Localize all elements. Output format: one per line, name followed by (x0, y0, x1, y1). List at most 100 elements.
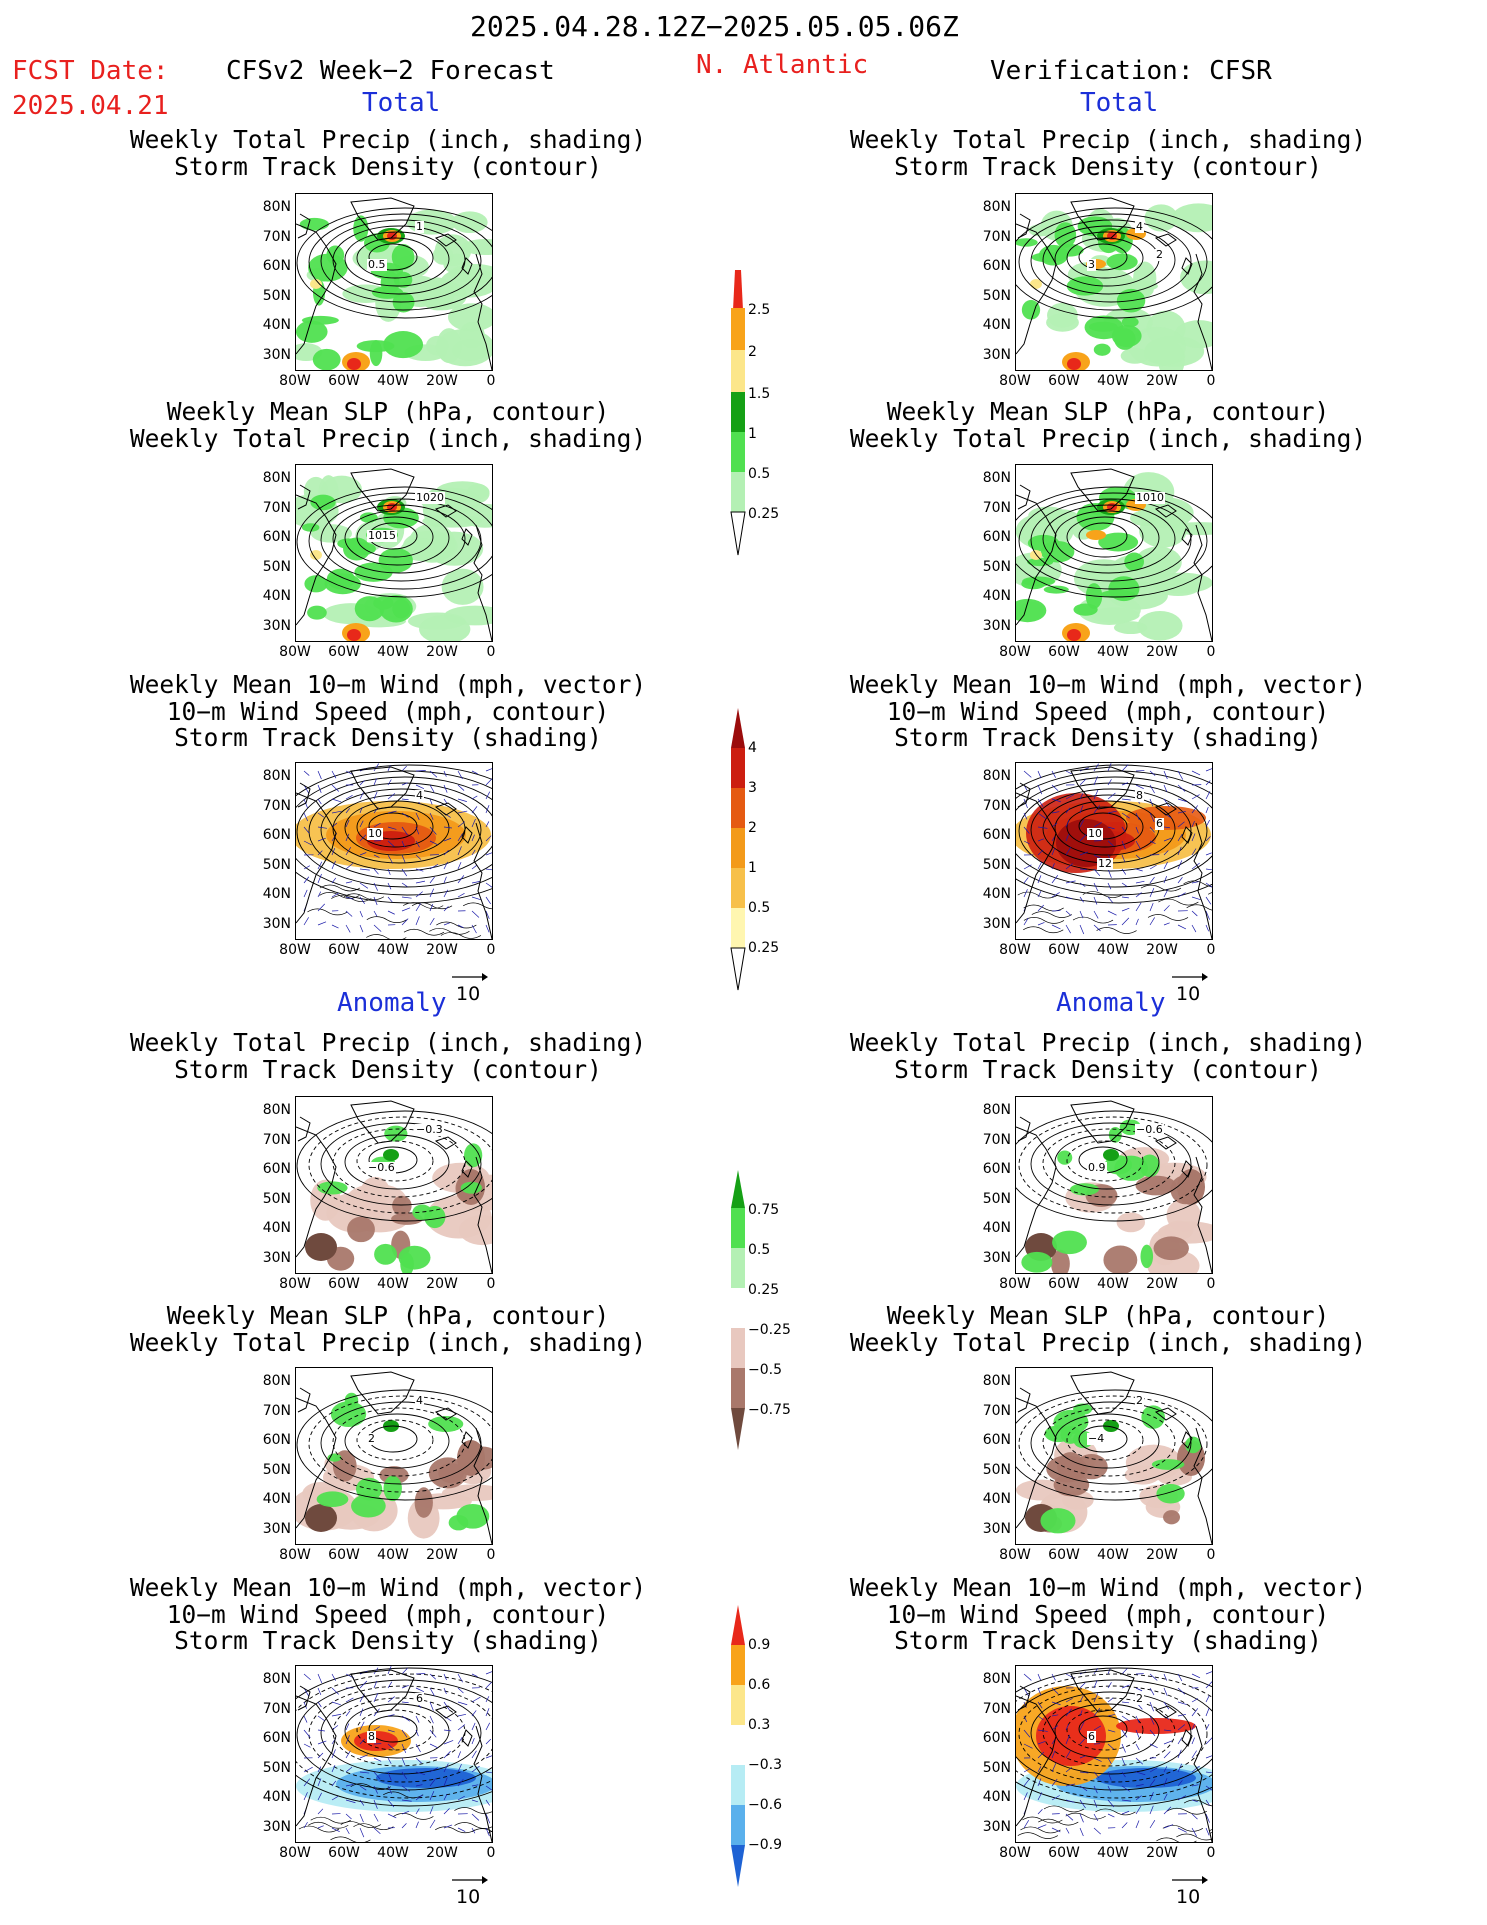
map-vr-precip-anom (1015, 1096, 1213, 1274)
contour-label: 2 (1135, 1394, 1144, 1407)
contour-label: −0.3 (415, 1123, 444, 1136)
lat-tick-label: 60N (982, 529, 1011, 545)
lat-tick-label: 60N (262, 1432, 291, 1448)
contour-label: 12 (1097, 857, 1113, 870)
panel-title-line: Weekly Total Precip (inch, shading) (849, 423, 1367, 453)
panel-title-line: Storm Track Density (contour) (894, 1054, 1322, 1084)
lon-tick-label: 20W (1146, 1276, 1178, 1292)
lat-tick-label: 60N (262, 827, 291, 843)
colorbar-precip-anom (728, 1170, 762, 1464)
lon-tick-label: 0 (1206, 1845, 1216, 1861)
lon-tick-label: 0 (486, 644, 496, 660)
lon-tick-label: 20W (1146, 373, 1178, 389)
lon-tick-label: 60W (1048, 644, 1080, 660)
panel-title-line: Weekly Total Precip (inch, shading) (849, 125, 1367, 154)
contour-label: 1020 (415, 491, 445, 504)
panel-title-line: Storm Track Density (shading) (894, 1626, 1322, 1655)
lat-tick-label: 30N (982, 1520, 1011, 1537)
lat-tick-label: 80N (982, 1102, 1011, 1118)
panel-title-line: Storm Track Density (shading) (174, 1626, 602, 1655)
contour-label: 1 (415, 220, 424, 233)
contour-label: 6 (1087, 1730, 1096, 1743)
lon-tick-label: 60W (1048, 1547, 1080, 1563)
lat-tick-label: 40N (982, 1491, 1011, 1507)
lat-tick-label: 80N (262, 1671, 291, 1687)
lat-tick-label: 80N (982, 1373, 1011, 1389)
contour-label: 4 (1135, 220, 1144, 233)
colorbar-precip-total (728, 270, 762, 564)
lat-tick-label: 30N (262, 1249, 291, 1266)
lat-tick-label: 80N (982, 768, 1011, 784)
contour-label: 0.5 (367, 258, 387, 271)
lon-tick-label: 40W (377, 1845, 409, 1861)
lon-tick-label: 80W (999, 1547, 1031, 1563)
lat-tick-label: 50N (262, 1759, 291, 1776)
lon-tick-label: 60W (1048, 942, 1080, 958)
ref-vector-label: 10 (456, 1886, 481, 1908)
map-fc-wind-total (295, 762, 493, 940)
lon-tick-label: 80W (279, 644, 311, 660)
panel-title-line: Storm Track Density (contour) (174, 1054, 602, 1084)
panel-title-line: Weekly Mean 10−m Wind (mph, vector) (849, 670, 1367, 699)
lat-tick-label: 80N (982, 1671, 1011, 1687)
panel-title-vr-3: Weekly Total Precip (inch, shading) Storm… (818, 1029, 1398, 1084)
cb-track-anom-1: 0.6 (748, 1677, 771, 1693)
lat-tick-label: 80N (262, 1373, 291, 1389)
cb-precip-total-4: 0.5 (748, 466, 771, 482)
lon-tick-label: 0 (486, 942, 496, 958)
panel-title-line: 10−m Wind Speed (mph, contour) (886, 696, 1330, 726)
map-vr-wind-total (1015, 762, 1213, 940)
panel-title-line: Weekly Mean SLP (hPa, contour) (886, 1301, 1330, 1330)
lon-tick-label: 20W (426, 1547, 458, 1563)
contour-label: 10 (367, 827, 383, 840)
lat-tick-label: 30N (982, 346, 1011, 363)
lat-tick-label: 50N (262, 287, 291, 304)
cb-precip-total-3: 1 (748, 426, 757, 442)
lon-tick-label: 20W (1146, 1547, 1178, 1563)
lon-tick-label: 80W (279, 1276, 311, 1292)
lat-tick-label: 60N (982, 1432, 1011, 1448)
lat-tick-label: 30N (262, 1818, 291, 1835)
cb-precip-anom-5: −0.75 (748, 1402, 791, 1418)
lat-tick-label: 80N (262, 199, 291, 215)
lon-tick-label: 20W (426, 644, 458, 660)
panel-title-fc-0: Weekly Total Precip (inch, shading) Storm… (98, 126, 678, 180)
lon-tick-label: 60W (1048, 1845, 1080, 1861)
lon-tick-label: 40W (377, 1547, 409, 1563)
contour-label: 3 (1087, 258, 1096, 271)
section-anomaly-forecast: Anomaly (337, 988, 447, 1018)
lon-tick-label: 40W (377, 1276, 409, 1292)
cb-track-anom-4: −0.6 (748, 1797, 782, 1813)
panel-title-vr-2: Weekly Mean 10−m Wind (mph, vector) 10−m … (818, 670, 1398, 752)
lat-tick-label: 50N (982, 1461, 1011, 1478)
lat-tick-label: 60N (982, 1161, 1011, 1177)
lat-tick-label: 50N (262, 1461, 291, 1478)
map-fc-slp-total (295, 464, 493, 642)
lon-tick-label: 0 (486, 1845, 496, 1861)
lon-tick-label: 0 (1206, 1276, 1216, 1292)
panel-title-line: Weekly Mean SLP (hPa, contour) (886, 397, 1330, 426)
fcst-date-value: 2025.04.21 (12, 91, 169, 121)
cb-track-anom-2: 0.3 (748, 1717, 771, 1733)
lat-tick-label: 70N (262, 797, 291, 814)
panel-title-line: 10−m Wind Speed (mph, contour) (886, 1599, 1330, 1629)
section-anomaly-verification: Anomaly (1056, 988, 1166, 1018)
panel-title-line: 10−m Wind Speed (mph, contour) (166, 696, 610, 726)
cb-precip-anom-1: 0.5 (748, 1242, 771, 1258)
panel-title-line: Weekly Mean SLP (hPa, contour) (166, 1301, 610, 1330)
map-vr-precip-total (1015, 193, 1213, 371)
contour-label: 10 (1087, 827, 1103, 840)
lon-tick-label: 20W (1146, 1845, 1178, 1861)
panel-title-line: Weekly Mean 10−m Wind (mph, vector) (129, 1573, 647, 1602)
cb-track-anom-3: −0.3 (748, 1757, 782, 1773)
lon-tick-label: 0 (1206, 373, 1216, 389)
contour-label: 2 (1135, 1692, 1144, 1705)
lat-tick-label: 50N (982, 1759, 1011, 1776)
lat-tick-label: 40N (262, 317, 291, 333)
ref-vector-fc-anom: 10 (452, 1868, 488, 1908)
lon-tick-label: 60W (328, 1276, 360, 1292)
contour-label: 1015 (367, 529, 397, 542)
map-vr-slp-anom (1015, 1367, 1213, 1545)
lon-tick-label: 20W (1146, 942, 1178, 958)
lat-tick-label: 60N (262, 258, 291, 274)
